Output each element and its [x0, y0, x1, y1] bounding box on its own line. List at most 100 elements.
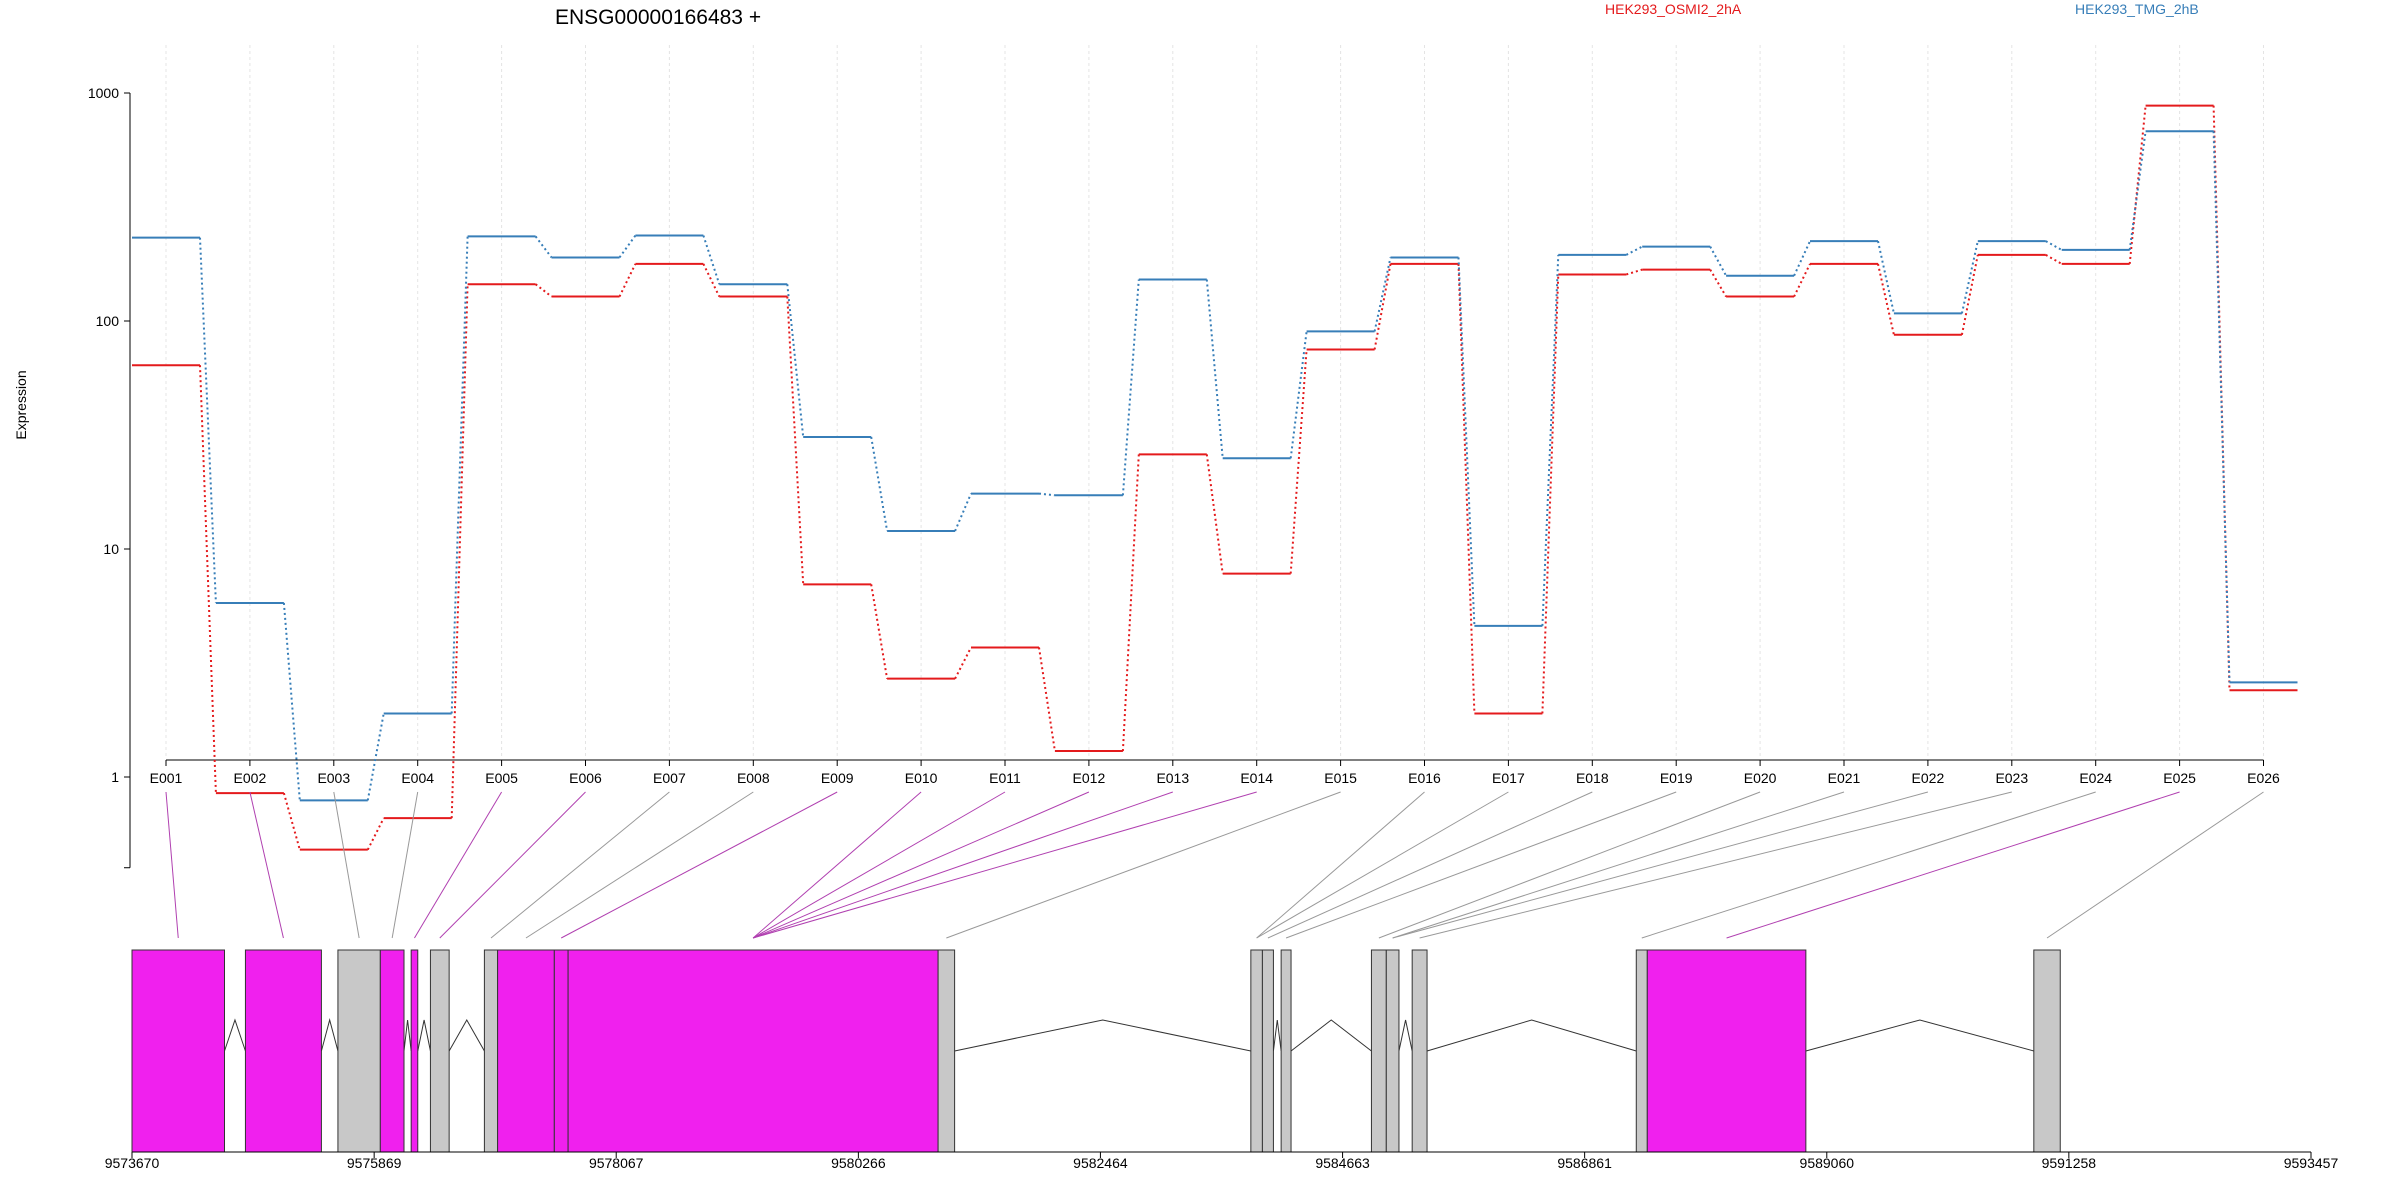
connector	[618, 234, 637, 259]
connector	[954, 493, 972, 532]
coordinate-label: 9586861	[1557, 1155, 1612, 1171]
x-tick-label-e005: E005	[485, 770, 518, 786]
pointer-e015	[946, 791, 1341, 939]
coordinate-label: 9573670	[105, 1155, 160, 1171]
x-tick-label-e026: E026	[2247, 770, 2280, 786]
exon-box	[1280, 949, 1292, 1153]
pointer-e025	[1726, 791, 2180, 939]
pointer-e026	[2046, 791, 2264, 939]
connector	[2045, 254, 2063, 265]
y-tick-label: 1000	[88, 85, 119, 101]
connector	[282, 792, 301, 850]
y-tick-label: 10	[103, 541, 119, 557]
connector	[870, 436, 889, 532]
connector	[1289, 331, 1308, 459]
pointer-e016	[1256, 791, 1425, 939]
y-axis-label: Expression	[13, 370, 29, 439]
connector	[2045, 240, 2063, 251]
exon-box	[1411, 949, 1428, 1153]
intron-line	[403, 1019, 412, 1052]
pointer-e005	[414, 791, 503, 939]
coordinate-label: 9578067	[589, 1155, 644, 1171]
connector	[1205, 279, 1224, 459]
coordinate-label: 9582464	[1073, 1155, 1128, 1171]
pointer-e022	[1392, 791, 1929, 939]
x-tick-label-e022: E022	[1912, 770, 1945, 786]
legend-label-series-2: HEK293_TMG_2hB	[2075, 1, 2199, 17]
connector	[1709, 269, 1727, 298]
connector	[1038, 492, 1056, 497]
pointer-e021	[1392, 791, 1845, 939]
coordinate-label: 9589060	[1800, 1155, 1855, 1171]
connector	[1877, 263, 1895, 336]
connector	[450, 284, 469, 819]
x-tick-label-e001: E001	[150, 770, 183, 786]
pointer-e017	[1256, 791, 1509, 939]
exon-box	[937, 949, 956, 1153]
connector	[1960, 240, 1979, 314]
x-tick-label-e012: E012	[1073, 770, 1106, 786]
pointer-e004	[391, 791, 419, 939]
coordinate-label: 9580266	[831, 1155, 886, 1171]
x-tick-label-e024: E024	[2079, 770, 2112, 786]
intron-line	[1290, 1019, 1372, 1052]
pointer-e008	[525, 791, 754, 939]
x-tick-label-e002: E002	[234, 770, 267, 786]
exon-box	[1261, 949, 1274, 1153]
exon-box	[497, 949, 555, 1153]
pointer-e003	[333, 791, 360, 939]
pointer-e019	[1285, 791, 1677, 939]
connector	[1373, 257, 1392, 332]
connector	[1541, 254, 1560, 626]
x-tick-label-e023: E023	[1995, 770, 2028, 786]
connector	[199, 237, 217, 603]
connector	[534, 235, 553, 259]
connector	[1625, 245, 1643, 256]
pointer-e010	[752, 791, 922, 939]
pointer-e024	[1641, 791, 2096, 939]
connector	[2128, 105, 2147, 265]
connector	[366, 713, 385, 801]
exon-box	[1370, 949, 1387, 1153]
coordinate-label: 9584663	[1315, 1155, 1370, 1171]
exon-box	[1635, 949, 1648, 1153]
pointer-e002	[249, 791, 284, 939]
coordinate-axis: 9573670 9575869 9578067 9580266 9582464 95846…	[105, 1151, 2338, 1171]
intron-line	[448, 1018, 485, 1052]
connector	[702, 235, 721, 285]
connector	[1541, 274, 1560, 714]
connector	[786, 284, 805, 438]
connector	[366, 817, 385, 851]
connector	[618, 263, 637, 297]
gene-model	[131, 949, 2061, 1153]
coordinate-label: 9575869	[347, 1155, 402, 1171]
intron-line	[224, 1018, 246, 1052]
connector	[702, 263, 721, 297]
connector	[786, 296, 805, 585]
exon-box	[553, 949, 569, 1153]
connector	[954, 646, 972, 680]
coordinate-label: 9591258	[2042, 1155, 2097, 1171]
pointer-e006	[439, 791, 586, 939]
x-tick-label-e018: E018	[1576, 770, 1609, 786]
connector	[1373, 263, 1392, 350]
connector	[1121, 279, 1140, 496]
pointer-e012	[752, 791, 1090, 939]
connector	[282, 602, 301, 801]
connector	[1457, 263, 1476, 714]
x-axis: E001 E002 E003 E004 E005 E006 E007 E008 E009 E010…	[150, 759, 2280, 786]
series-1	[132, 104, 2298, 851]
connector	[1289, 349, 1308, 574]
intron-line	[1398, 1019, 1413, 1052]
pointer-e011	[752, 791, 1006, 939]
connector	[1960, 254, 1979, 335]
exon-box	[379, 949, 405, 1153]
pointer-e013	[752, 791, 1173, 939]
series-2	[132, 130, 2298, 802]
x-tick-label-e008: E008	[737, 770, 770, 786]
intron-line	[320, 1018, 339, 1052]
pointer-e023	[1419, 791, 2012, 939]
x-tick-label-e014: E014	[1240, 770, 1273, 786]
pointer-e018	[1267, 791, 1593, 939]
